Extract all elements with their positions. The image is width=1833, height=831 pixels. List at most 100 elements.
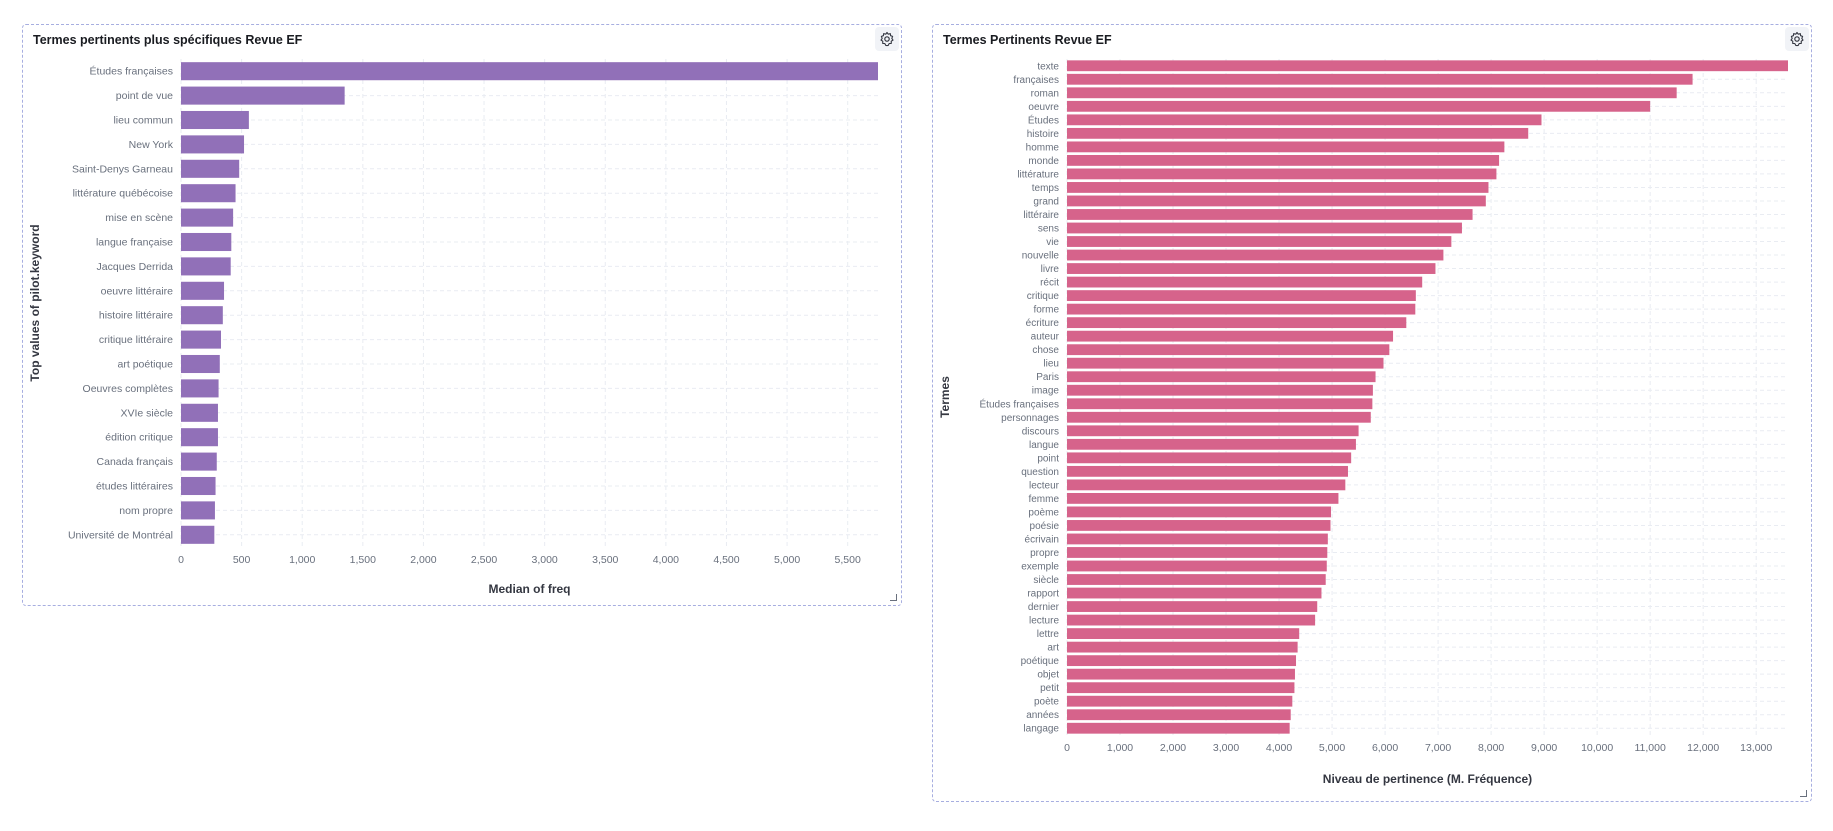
category-label: image (1032, 386, 1060, 397)
x-tick-label: 7,000 (1425, 742, 1451, 754)
category-label: lieu (1043, 359, 1059, 370)
bar[interactable] (181, 281, 225, 300)
category-label: françaises (1013, 75, 1059, 86)
y-axis-title: Termes (938, 376, 952, 418)
bar[interactable] (1067, 344, 1390, 356)
bar[interactable] (1067, 479, 1346, 491)
bar[interactable] (181, 501, 215, 520)
bar[interactable] (1067, 587, 1322, 599)
bar[interactable] (1067, 655, 1297, 667)
x-tick-label: 5,000 (774, 554, 800, 566)
category-label: point (1037, 453, 1059, 464)
category-label: mise en scène (105, 212, 173, 224)
bar[interactable] (1067, 195, 1486, 207)
bar[interactable] (1067, 154, 1500, 166)
x-tick-label: 8,000 (1478, 742, 1504, 754)
bar[interactable] (1067, 533, 1328, 545)
bar[interactable] (1067, 547, 1328, 558)
bar[interactable] (1067, 87, 1677, 99)
bar[interactable] (1067, 398, 1373, 410)
x-axis-title: Niveau de pertinence (M. Fréquence) (1323, 772, 1532, 786)
bar-chart-relevant-terms: 0 1,000 2,000 3,000 4,000 5,000 6,000 7,000 8,00… (938, 59, 1788, 786)
bar[interactable] (181, 257, 231, 276)
bar[interactable] (181, 86, 345, 105)
bar[interactable] (1067, 601, 1318, 612)
bar[interactable] (181, 476, 216, 496)
bar[interactable] (181, 62, 878, 81)
resize-handle[interactable] (1800, 790, 1807, 797)
bar[interactable] (1067, 371, 1376, 383)
bar[interactable] (1067, 641, 1298, 653)
bar[interactable] (181, 525, 215, 544)
category-label: Oeuvres complètes (83, 383, 173, 395)
bar[interactable] (1067, 465, 1348, 477)
bar[interactable] (1067, 438, 1356, 450)
bar[interactable] (181, 306, 223, 325)
bar[interactable] (1067, 73, 1693, 85)
bar[interactable] (1067, 330, 1394, 342)
category-label: histoire littéraire (99, 310, 173, 322)
bar-chart-specific-terms: 0 500 1,000 1,500 2,000 2,500 3,000 3,500 4,000 4… (28, 59, 878, 596)
category-label: langue (1029, 440, 1059, 451)
bar[interactable] (181, 208, 234, 227)
bar[interactable] (1067, 520, 1331, 531)
bar[interactable] (1067, 668, 1295, 680)
bar[interactable] (1067, 695, 1293, 707)
bar[interactable] (1067, 384, 1373, 396)
category-label: oeuvre (1028, 102, 1059, 113)
x-tick-label: 1,500 (350, 554, 376, 566)
bar[interactable] (1067, 682, 1295, 694)
bar[interactable] (1067, 560, 1327, 572)
bar[interactable] (1067, 425, 1359, 437)
bar[interactable] (1067, 114, 1542, 126)
bar[interactable] (181, 184, 236, 203)
resize-handle[interactable] (890, 594, 897, 601)
category-label: propre (1030, 548, 1059, 559)
bar[interactable] (181, 232, 232, 252)
bar[interactable] (1067, 628, 1300, 640)
bar[interactable] (1067, 100, 1651, 112)
bar[interactable] (1067, 263, 1436, 274)
x-tick-label: 10,000 (1581, 742, 1613, 754)
bar[interactable] (1067, 182, 1489, 193)
bar[interactable] (1067, 303, 1416, 315)
bar[interactable] (1067, 411, 1371, 423)
category-label: exemple (1021, 562, 1059, 573)
bar[interactable] (181, 452, 217, 471)
bar[interactable] (1067, 722, 1290, 734)
bar[interactable] (1067, 452, 1352, 464)
bar[interactable] (181, 159, 240, 178)
bar[interactable] (1067, 127, 1529, 139)
bar[interactable] (1067, 236, 1452, 247)
bar[interactable] (1067, 574, 1326, 585)
bar[interactable] (1067, 614, 1316, 626)
x-tick-label: 13,000 (1740, 742, 1772, 754)
bar[interactable] (181, 403, 218, 422)
panel-settings-button[interactable] (1785, 27, 1809, 51)
bar[interactable] (181, 330, 222, 349)
bar[interactable] (1067, 141, 1505, 153)
category-label: auteur (1031, 332, 1060, 343)
panel-settings-button[interactable] (875, 27, 899, 51)
panel-title: Termes Pertinents Revue EF (943, 33, 1112, 47)
bar[interactable] (1067, 249, 1444, 261)
category-label: rapport (1027, 589, 1059, 600)
bar[interactable] (1067, 290, 1416, 302)
bar[interactable] (1067, 492, 1339, 504)
category-label: poétique (1021, 656, 1060, 667)
bar[interactable] (1067, 276, 1423, 288)
bar[interactable] (1067, 506, 1332, 518)
bar[interactable] (181, 379, 219, 398)
bar[interactable] (1067, 357, 1384, 369)
x-tick-label: 4,000 (1266, 742, 1292, 754)
bar[interactable] (181, 110, 249, 130)
bar[interactable] (1067, 222, 1462, 234)
bar[interactable] (181, 428, 218, 447)
bar[interactable] (181, 135, 245, 154)
bar[interactable] (1067, 60, 1788, 72)
bar[interactable] (1067, 209, 1473, 220)
bar[interactable] (1067, 709, 1291, 721)
bar[interactable] (1067, 317, 1407, 329)
bar[interactable] (181, 354, 220, 374)
bar[interactable] (1067, 168, 1497, 180)
